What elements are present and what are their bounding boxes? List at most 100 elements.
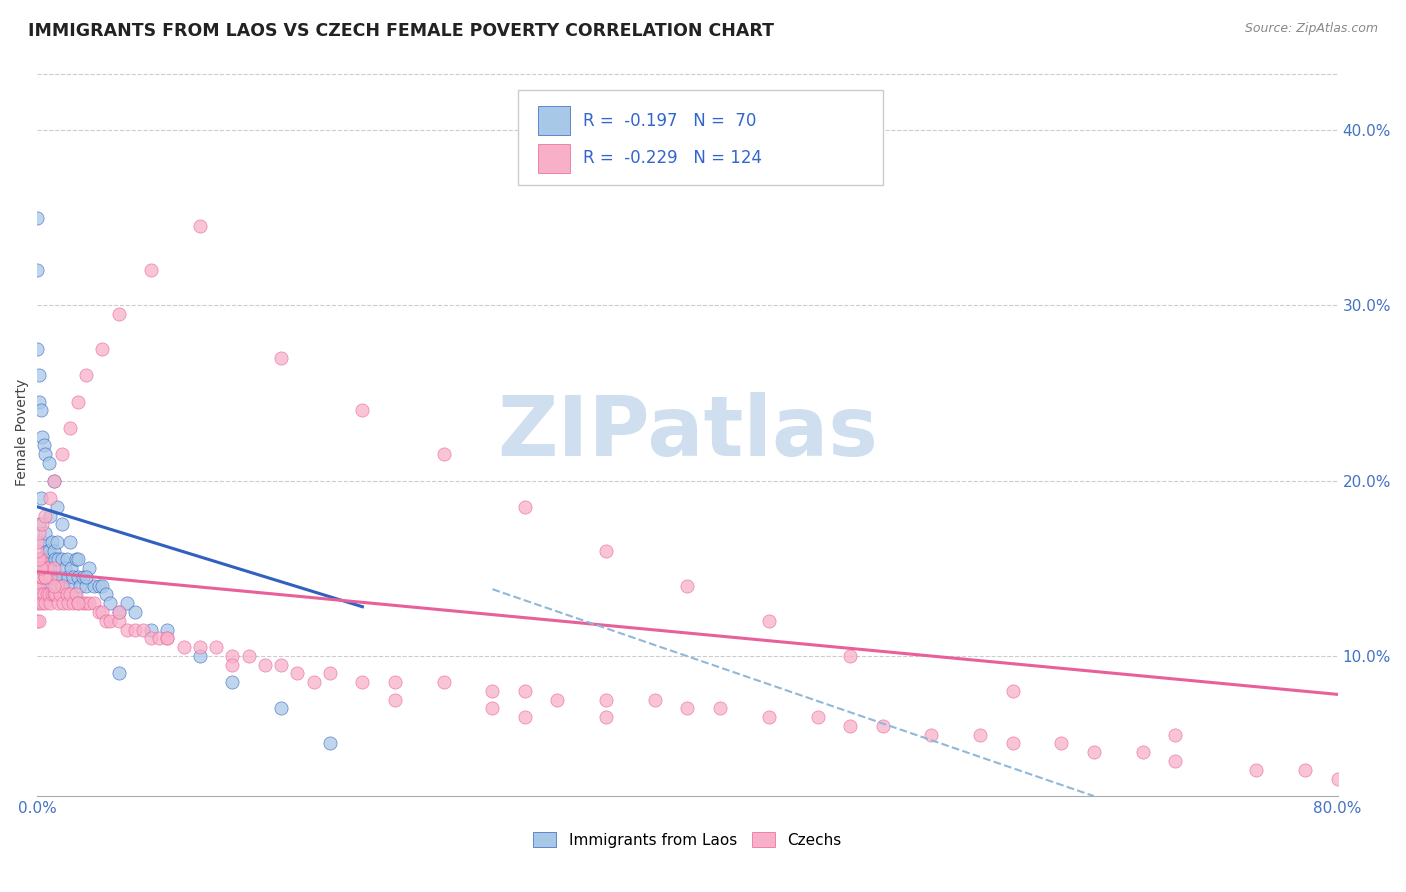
Point	[34, 526, 56, 541]
Point	[32, 587, 55, 601]
FancyBboxPatch shape	[538, 145, 571, 173]
Point	[55, 552, 77, 566]
Point	[28, 596, 51, 610]
Point	[221, 648, 243, 663]
FancyBboxPatch shape	[538, 106, 571, 135]
Point	[28, 394, 51, 409]
Point	[872, 719, 894, 733]
Point	[28, 368, 51, 383]
Point	[513, 500, 536, 514]
Point	[83, 596, 105, 610]
Point	[49, 570, 72, 584]
Point	[69, 579, 91, 593]
Point	[30, 587, 52, 601]
Point	[58, 596, 80, 610]
Point	[27, 534, 49, 549]
Point	[51, 517, 73, 532]
Point	[49, 587, 72, 601]
Point	[132, 623, 155, 637]
Point	[79, 596, 101, 610]
Point	[205, 640, 228, 654]
Point	[28, 552, 51, 566]
Point	[35, 543, 58, 558]
Point	[546, 692, 568, 706]
Point	[63, 587, 86, 601]
Point	[60, 561, 83, 575]
Point	[1164, 728, 1187, 742]
Point	[38, 587, 60, 601]
Point	[188, 648, 211, 663]
Point	[513, 684, 536, 698]
Point	[287, 666, 309, 681]
Point	[676, 701, 699, 715]
Point	[27, 561, 49, 575]
Point	[75, 596, 97, 610]
Point	[31, 596, 53, 610]
Y-axis label: Female Poverty: Female Poverty	[15, 379, 30, 486]
Point	[1050, 736, 1073, 750]
Point	[35, 570, 58, 584]
Point	[30, 561, 52, 575]
Point	[839, 648, 862, 663]
Point	[91, 342, 114, 356]
Point	[107, 614, 129, 628]
Point	[221, 675, 243, 690]
Point	[35, 587, 58, 601]
Point	[65, 587, 87, 601]
Point	[115, 623, 138, 637]
Point	[644, 692, 666, 706]
Point	[39, 508, 62, 523]
Point	[32, 438, 55, 452]
Point	[66, 394, 89, 409]
Point	[38, 579, 60, 593]
Point	[66, 596, 89, 610]
Point	[34, 570, 56, 584]
Point	[595, 710, 617, 724]
Point	[48, 596, 70, 610]
Point	[41, 534, 63, 549]
Point	[481, 701, 503, 715]
Point	[27, 614, 49, 628]
Point	[34, 561, 56, 575]
Point	[87, 605, 110, 619]
Point	[28, 579, 51, 593]
Point	[107, 605, 129, 619]
Point	[28, 552, 51, 566]
Point	[65, 552, 87, 566]
Point	[839, 719, 862, 733]
Point	[75, 579, 97, 593]
Point	[1246, 763, 1268, 777]
Point	[30, 552, 52, 566]
Point	[920, 728, 942, 742]
Point	[384, 675, 406, 690]
Point	[238, 648, 260, 663]
Point	[513, 710, 536, 724]
Point	[758, 614, 780, 628]
Point	[27, 342, 49, 356]
Point	[1132, 745, 1154, 759]
Point	[27, 579, 49, 593]
Point	[34, 596, 56, 610]
Point	[27, 552, 49, 566]
Point	[42, 474, 65, 488]
Text: IMMIGRANTS FROM LAOS VS CZECH FEMALE POVERTY CORRELATION CHART: IMMIGRANTS FROM LAOS VS CZECH FEMALE POV…	[28, 22, 775, 40]
Point	[34, 447, 56, 461]
Point	[59, 587, 82, 601]
Point	[433, 675, 456, 690]
Point	[45, 579, 67, 593]
Point	[806, 710, 828, 724]
Point	[34, 508, 56, 523]
Point	[58, 570, 80, 584]
Point	[31, 534, 53, 549]
Point	[156, 623, 179, 637]
Text: Source: ZipAtlas.com: Source: ZipAtlas.com	[1244, 22, 1378, 36]
Point	[124, 623, 146, 637]
Point	[75, 368, 97, 383]
Point	[42, 579, 65, 593]
Point	[221, 657, 243, 672]
Point	[139, 623, 162, 637]
Point	[39, 596, 62, 610]
Point	[1001, 684, 1024, 698]
Point	[969, 728, 991, 742]
Point	[139, 632, 162, 646]
